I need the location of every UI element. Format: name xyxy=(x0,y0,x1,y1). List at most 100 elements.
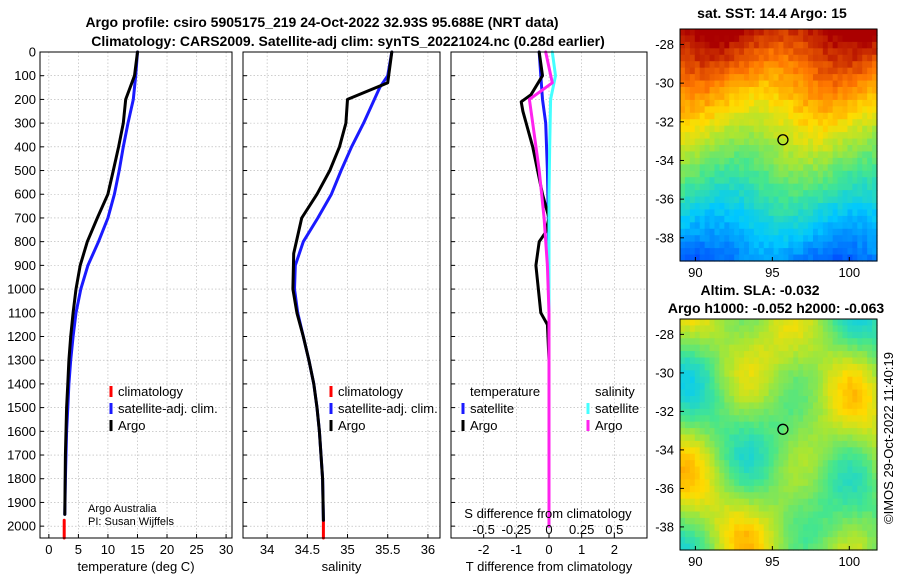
map-cell xyxy=(803,331,809,339)
map-cell xyxy=(817,241,824,249)
map-cell xyxy=(724,415,730,423)
map-cell xyxy=(680,537,686,545)
map-cell xyxy=(748,460,755,468)
map-cell xyxy=(803,74,809,82)
map-cell xyxy=(842,119,849,127)
map-cell xyxy=(812,29,819,37)
map-cell xyxy=(753,543,760,551)
map-cell xyxy=(827,215,834,223)
map-cell xyxy=(680,125,686,133)
map-cell xyxy=(832,190,839,198)
map-cell xyxy=(714,485,720,493)
map-cell xyxy=(793,415,799,423)
map-cell xyxy=(793,434,799,442)
map-cell xyxy=(847,67,853,75)
map-cell xyxy=(704,325,711,333)
map-cell xyxy=(832,466,839,474)
map-cell xyxy=(684,338,691,346)
map-cell xyxy=(768,344,775,352)
map-cell xyxy=(709,479,716,487)
map-cell xyxy=(857,87,863,95)
map-cell xyxy=(783,434,789,442)
map-cell xyxy=(680,421,686,429)
map-cell xyxy=(783,325,789,333)
map-cell xyxy=(783,228,789,236)
map-cell xyxy=(704,209,711,217)
map-cell xyxy=(709,106,716,114)
map-cell xyxy=(704,119,711,127)
map-cell xyxy=(714,428,720,436)
map-cell xyxy=(847,215,853,223)
map-cell xyxy=(724,54,730,62)
map-cell xyxy=(867,248,873,256)
map-cell xyxy=(714,254,720,262)
map-cell xyxy=(808,228,814,236)
map-cell xyxy=(744,80,750,88)
map-cell xyxy=(684,54,691,62)
map-cell xyxy=(704,190,711,198)
map-cell xyxy=(739,440,745,448)
map-cell xyxy=(680,190,686,198)
map-cell xyxy=(822,383,829,391)
map-cell xyxy=(778,87,785,95)
map-cell xyxy=(798,338,804,346)
map-cell xyxy=(842,209,849,217)
map-cell xyxy=(758,80,765,88)
map-cell xyxy=(684,543,691,551)
map-cell xyxy=(808,87,814,95)
map-cell xyxy=(788,170,794,178)
map-cell xyxy=(852,61,858,69)
map-cell xyxy=(862,363,868,371)
map-cell xyxy=(709,363,716,371)
map-cell xyxy=(763,29,770,37)
map-cell xyxy=(827,61,834,69)
map-cell xyxy=(729,132,735,140)
map-cell xyxy=(753,363,760,371)
map-cell xyxy=(862,99,868,107)
map-cell xyxy=(689,67,696,75)
map-cell xyxy=(847,196,853,204)
map-cell xyxy=(709,485,716,493)
map-cell xyxy=(817,479,824,487)
map-cell xyxy=(748,383,755,391)
map-cell xyxy=(822,87,829,95)
map-cell xyxy=(822,228,829,236)
map-cell xyxy=(704,511,711,519)
map-cell xyxy=(867,363,873,371)
map-cell xyxy=(842,106,849,114)
map-cell xyxy=(827,396,834,404)
map-cell xyxy=(704,125,711,133)
legend-label-temp-satellite: satellite xyxy=(470,401,514,416)
map-cell xyxy=(827,473,834,481)
map-cell xyxy=(778,325,785,333)
map-cell xyxy=(862,511,868,519)
map-cell xyxy=(842,479,849,487)
map-cell xyxy=(817,396,824,404)
map-cell xyxy=(778,466,785,474)
map-cell xyxy=(798,408,804,416)
map-cell xyxy=(694,370,701,378)
map-cell xyxy=(704,29,711,37)
map-cell xyxy=(729,54,735,62)
map-cell xyxy=(699,396,706,404)
map-cell xyxy=(783,80,789,88)
map-cell xyxy=(793,453,799,461)
map-cell xyxy=(753,517,760,525)
map-cell xyxy=(822,492,829,500)
map-cell xyxy=(827,363,834,371)
map-cell xyxy=(857,35,863,43)
map-cell xyxy=(689,421,696,429)
map-cell xyxy=(753,248,760,256)
map-cell xyxy=(832,440,839,448)
map-cell xyxy=(857,93,863,101)
map-cell xyxy=(684,164,691,172)
map-cell xyxy=(719,447,725,455)
map-cell xyxy=(758,99,765,107)
map-cell xyxy=(763,235,770,243)
map-cell xyxy=(803,93,809,101)
map-cell xyxy=(680,119,686,127)
map-cell xyxy=(719,241,725,249)
map-cell xyxy=(768,48,775,56)
